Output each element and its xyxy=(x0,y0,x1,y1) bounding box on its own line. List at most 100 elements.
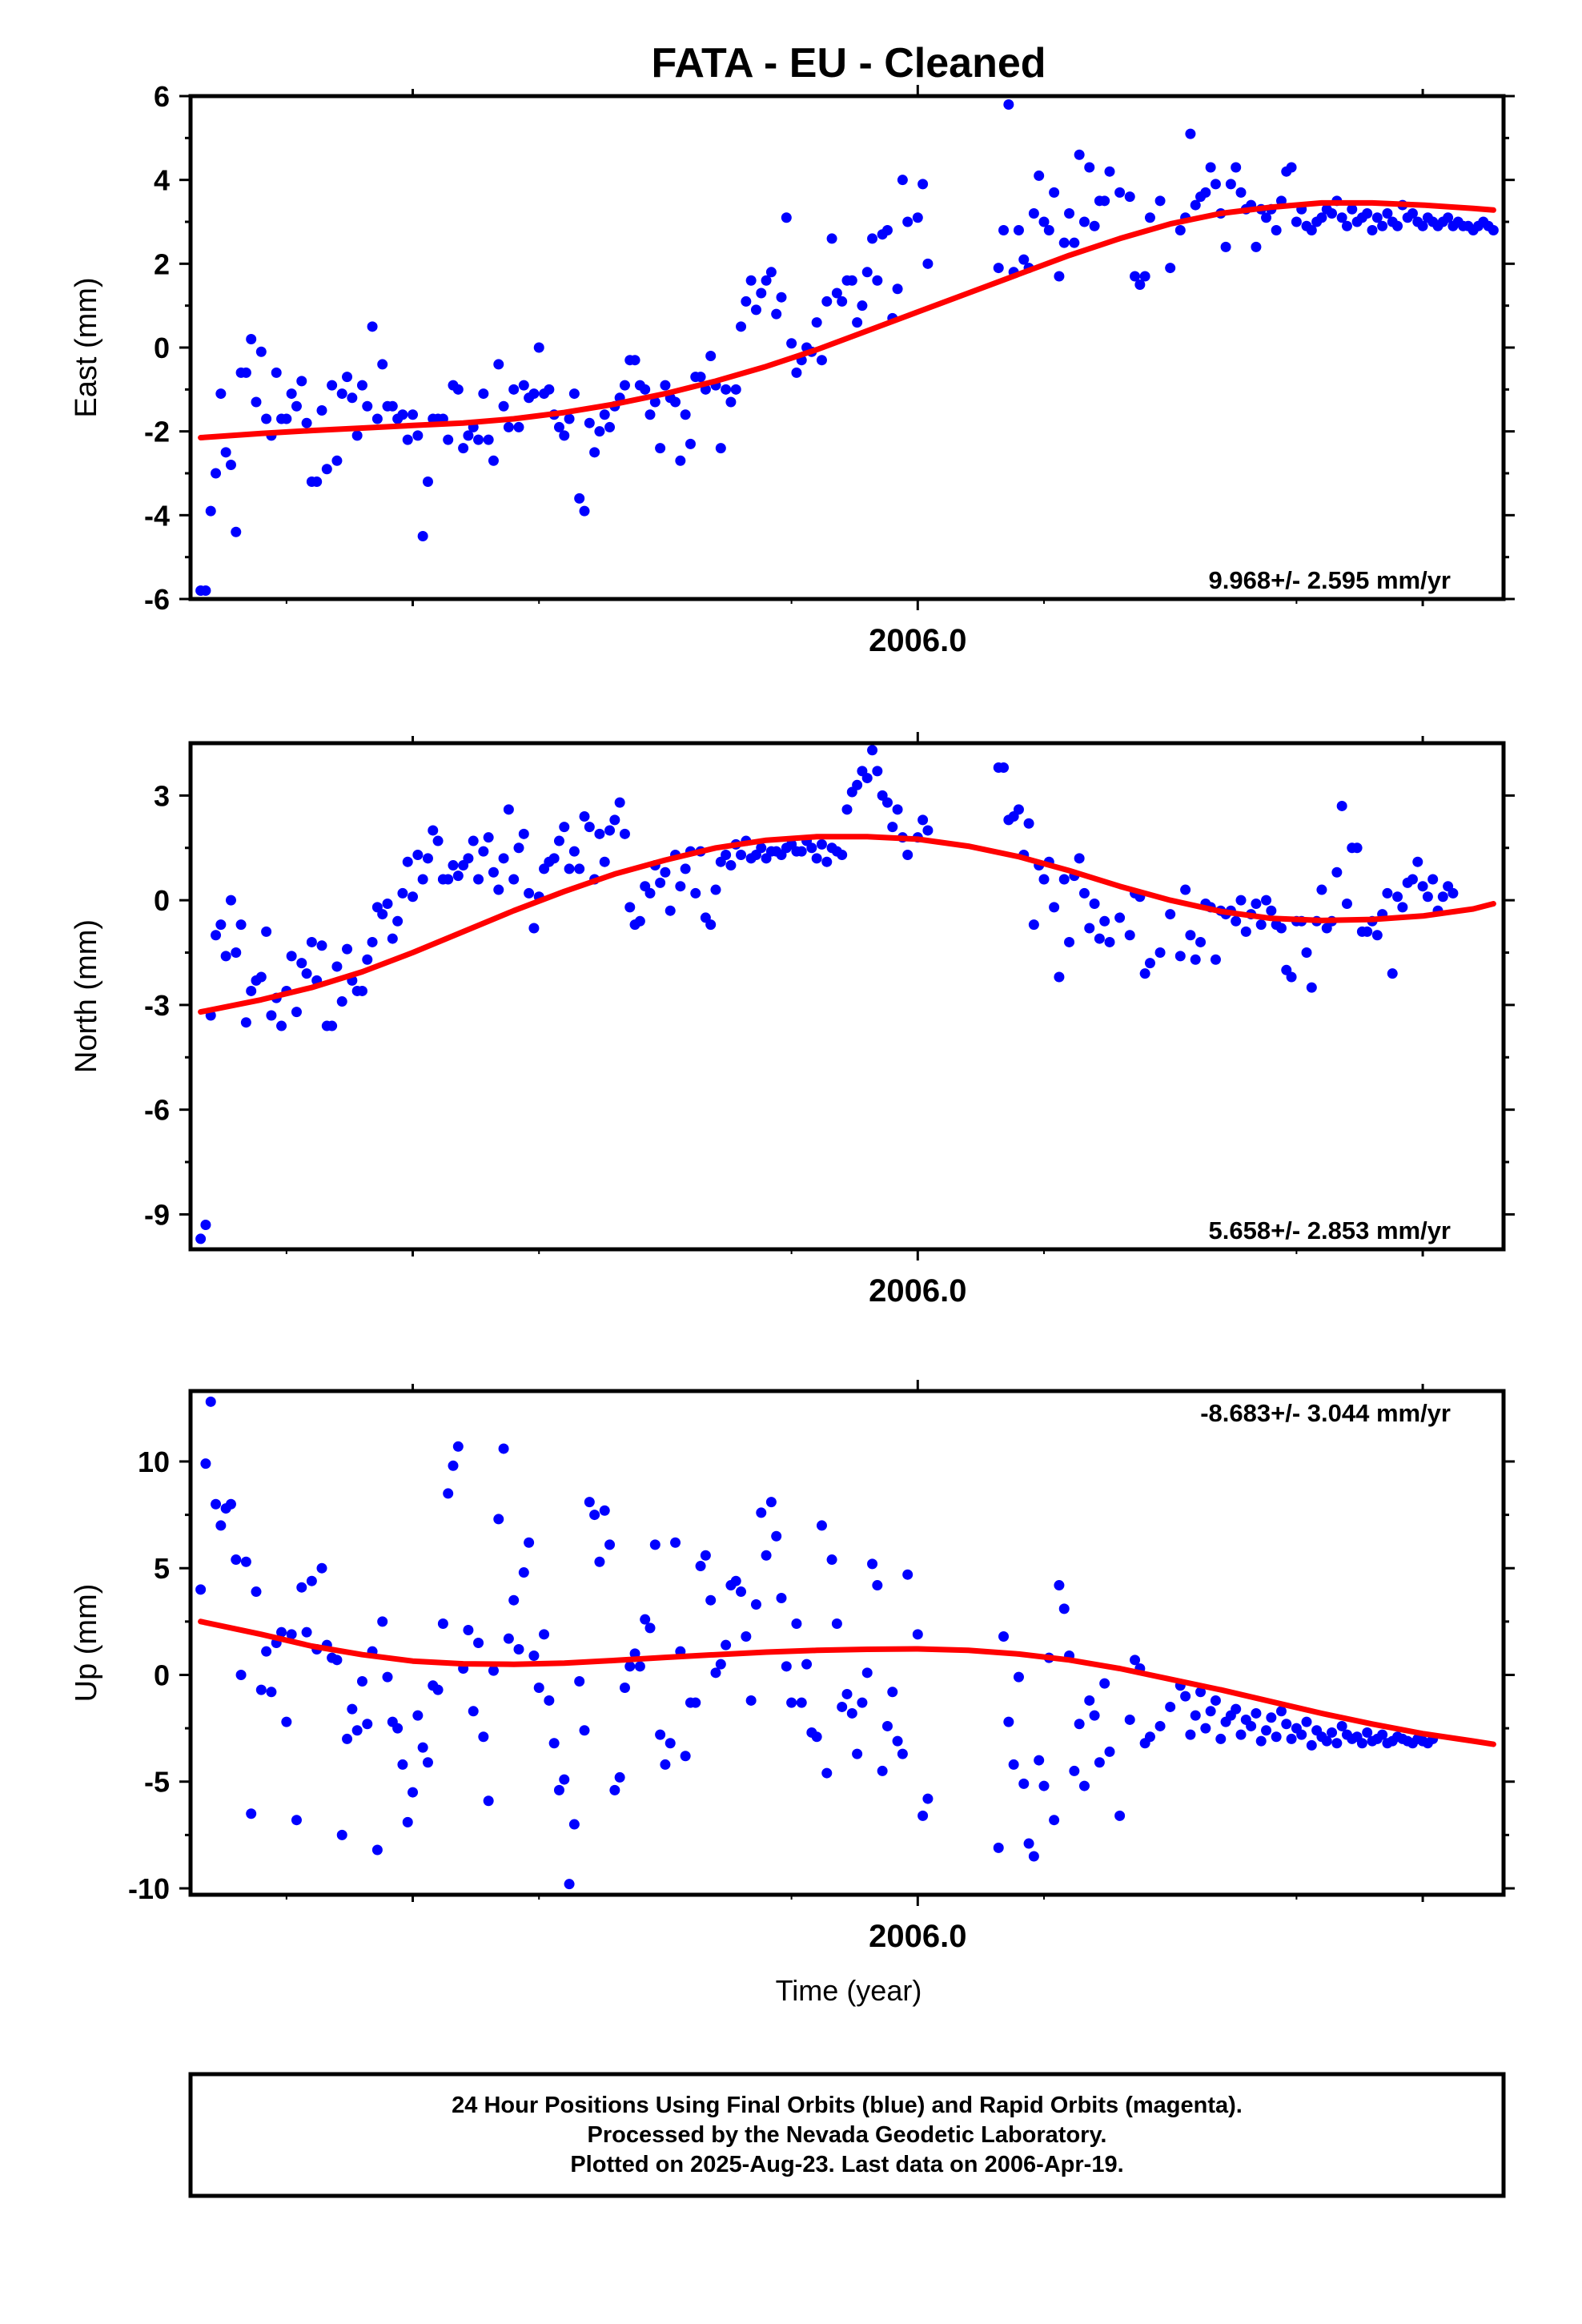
data-point xyxy=(276,1626,287,1638)
data-point xyxy=(634,1661,645,1672)
data-point xyxy=(1200,1723,1211,1734)
data-point xyxy=(756,287,767,299)
data-point xyxy=(1327,1727,1338,1738)
data-point xyxy=(382,1671,393,1683)
data-point xyxy=(559,1774,570,1785)
data-point xyxy=(846,275,857,286)
data-point xyxy=(705,350,717,361)
data-point xyxy=(710,1667,721,1679)
data-point xyxy=(291,400,302,412)
data-point xyxy=(881,797,893,808)
data-point xyxy=(544,1695,555,1706)
data-point xyxy=(1286,1733,1297,1744)
data-point xyxy=(367,936,378,947)
data-point xyxy=(998,762,1010,774)
data-point xyxy=(857,1697,868,1708)
data-point xyxy=(1392,220,1403,231)
data-point xyxy=(1235,895,1247,906)
data-point xyxy=(690,887,701,899)
data-point xyxy=(756,1507,767,1518)
data-point xyxy=(721,1639,732,1651)
data-point xyxy=(1069,1765,1080,1776)
data-point xyxy=(1190,954,1201,965)
data-point xyxy=(1362,1727,1373,1738)
data-point xyxy=(468,1706,479,1717)
data-point xyxy=(564,863,575,875)
data-point xyxy=(1049,902,1060,913)
data-point xyxy=(791,367,802,378)
data-point xyxy=(1058,874,1070,885)
data-point xyxy=(316,405,327,416)
data-point xyxy=(599,856,610,867)
y-tick-label: 0 xyxy=(154,332,170,364)
data-point xyxy=(488,455,499,466)
data-point xyxy=(589,1510,600,1521)
data-point xyxy=(377,909,388,920)
data-point xyxy=(503,421,514,432)
data-point xyxy=(351,1725,363,1736)
data-point xyxy=(1266,905,1277,916)
x-tick-label: 2006.0 xyxy=(869,623,966,658)
data-point xyxy=(281,413,292,424)
data-point xyxy=(644,1622,656,1634)
data-point xyxy=(528,388,540,400)
data-point xyxy=(251,1586,262,1598)
data-point xyxy=(1407,874,1418,885)
data-point xyxy=(458,443,469,454)
data-point xyxy=(584,1497,595,1508)
data-point xyxy=(867,233,878,244)
data-point xyxy=(266,1010,277,1021)
data-point xyxy=(584,822,595,833)
data-point xyxy=(240,367,251,378)
data-point xyxy=(816,355,827,366)
data-point xyxy=(715,443,726,454)
data-point xyxy=(1130,271,1141,282)
data-point xyxy=(331,1655,343,1666)
data-point xyxy=(347,1703,358,1715)
data-point xyxy=(1235,187,1247,198)
data-point xyxy=(371,413,383,424)
data-point xyxy=(599,409,610,420)
data-point xyxy=(826,1554,837,1566)
data-point xyxy=(524,887,535,899)
data-point xyxy=(564,1879,575,1890)
y-tick-label: 0 xyxy=(154,1659,170,1691)
data-point xyxy=(463,430,474,441)
data-point xyxy=(736,1586,747,1598)
data-point xyxy=(852,317,863,328)
data-point xyxy=(721,384,732,395)
data-point xyxy=(1266,1712,1277,1723)
data-point xyxy=(533,342,544,353)
data-point xyxy=(311,476,323,487)
data-point xyxy=(498,400,509,412)
data-point xyxy=(816,1520,827,1531)
data-point xyxy=(629,1648,640,1659)
data-point xyxy=(1078,1780,1090,1791)
data-point xyxy=(240,1017,251,1028)
data-point xyxy=(745,1695,757,1706)
data-point xyxy=(336,388,347,400)
data-point xyxy=(286,951,297,962)
data-point xyxy=(1261,212,1272,223)
data-point xyxy=(614,797,625,808)
data-point xyxy=(1023,818,1034,829)
data-point xyxy=(408,409,419,420)
data-point xyxy=(695,1561,706,1572)
data-point xyxy=(1210,179,1221,190)
data-point xyxy=(1347,203,1358,215)
data-point xyxy=(1286,971,1297,983)
data-point xyxy=(867,1558,878,1570)
data-point xyxy=(255,971,267,983)
data-point xyxy=(837,849,848,860)
data-point xyxy=(902,1569,913,1580)
data-point xyxy=(791,1618,802,1630)
data-point xyxy=(745,275,757,286)
data-point xyxy=(1387,968,1398,979)
data-point xyxy=(1231,915,1242,927)
data-point xyxy=(1094,933,1105,944)
data-point xyxy=(1134,279,1146,290)
data-point xyxy=(422,1757,433,1768)
data-point xyxy=(568,846,580,857)
data-point xyxy=(1362,926,1373,937)
data-point xyxy=(665,1738,676,1749)
